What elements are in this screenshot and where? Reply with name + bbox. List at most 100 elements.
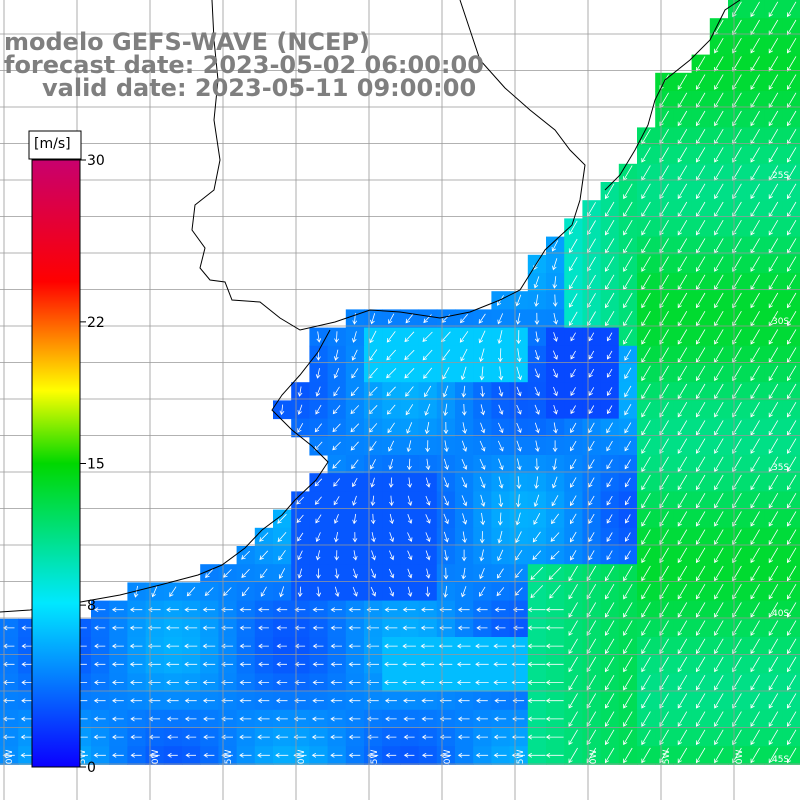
wind-arrow bbox=[151, 586, 158, 598]
wind-arrow bbox=[570, 368, 576, 378]
wind-arrow bbox=[112, 734, 124, 740]
wind-arrow bbox=[606, 495, 613, 506]
wind-arrow bbox=[457, 625, 470, 631]
wind-arrow bbox=[641, 456, 651, 473]
wind-arrow bbox=[370, 459, 376, 470]
wind-arrow bbox=[351, 331, 357, 343]
wind-arrow bbox=[641, 511, 651, 527]
wind-arrow bbox=[348, 680, 361, 685]
wind-arrow bbox=[750, 256, 760, 272]
wind-arrow bbox=[568, 256, 578, 272]
wind-arrow bbox=[587, 220, 596, 236]
wind-arrow bbox=[570, 495, 577, 507]
wind-arrow bbox=[476, 625, 488, 631]
wind-arrow bbox=[787, 56, 797, 72]
wind-arrow bbox=[241, 550, 250, 560]
wind-arrow bbox=[166, 680, 179, 685]
wind-arrow bbox=[239, 607, 252, 613]
wind-arrow bbox=[112, 716, 124, 722]
wind-arrow bbox=[443, 477, 449, 488]
wind-arrow bbox=[315, 386, 321, 397]
wind-arrow bbox=[241, 568, 250, 578]
wind-arrow bbox=[457, 698, 470, 704]
wind-arrow bbox=[624, 367, 632, 380]
wind-arrow bbox=[444, 549, 449, 562]
wind-arrow bbox=[475, 734, 488, 740]
wind-arrow bbox=[659, 401, 669, 418]
wind-arrow bbox=[223, 587, 232, 597]
wind-arrow bbox=[94, 661, 106, 667]
wind-arrow bbox=[568, 565, 578, 582]
wind-arrow bbox=[624, 349, 632, 361]
wind-arrow bbox=[129, 607, 143, 613]
wind-arrow bbox=[696, 56, 706, 72]
wind-arrow bbox=[696, 602, 706, 618]
longitude-label: 25W bbox=[662, 750, 672, 770]
wind-arrow bbox=[588, 459, 595, 470]
wind-arrow bbox=[677, 547, 688, 564]
wind-arrow bbox=[787, 656, 797, 673]
wind-arrow bbox=[407, 477, 413, 488]
wind-arrow bbox=[278, 568, 286, 579]
wind-arrow bbox=[312, 607, 324, 613]
wind-arrow bbox=[659, 456, 669, 473]
wind-arrow bbox=[545, 643, 564, 649]
wind-arrow bbox=[388, 313, 395, 324]
wind-arrow bbox=[497, 313, 504, 325]
wind-arrow bbox=[659, 583, 669, 600]
wind-arrow bbox=[568, 293, 578, 308]
wind-arrow bbox=[93, 752, 106, 758]
wind-arrow bbox=[553, 404, 558, 415]
wind-arrow bbox=[516, 348, 522, 363]
wind-arrow bbox=[588, 440, 595, 452]
wind-arrow bbox=[493, 734, 507, 740]
wind-arrow bbox=[787, 547, 797, 564]
colorbar-ramp bbox=[31, 159, 81, 768]
wind-arrow bbox=[625, 532, 631, 542]
wind-arrow bbox=[514, 549, 523, 561]
wind-arrow bbox=[297, 386, 303, 397]
wind-arrow bbox=[787, 529, 797, 545]
wind-arrow bbox=[203, 752, 215, 758]
wind-arrow bbox=[424, 385, 432, 398]
wind-arrow bbox=[568, 220, 578, 235]
wind-arrow bbox=[314, 478, 323, 487]
wind-arrow bbox=[476, 607, 488, 613]
longitude-label: 35W bbox=[516, 750, 526, 770]
wind-arrow bbox=[768, 693, 779, 709]
wind-arrow bbox=[276, 661, 287, 667]
wind-arrow bbox=[314, 441, 323, 451]
wind-arrow bbox=[203, 716, 215, 722]
wind-arrow bbox=[439, 752, 452, 758]
wind-arrow bbox=[516, 422, 522, 434]
wind-arrow bbox=[498, 386, 504, 397]
wind-arrow bbox=[94, 607, 106, 613]
wind-arrow bbox=[350, 423, 360, 433]
wind-arrow bbox=[297, 550, 303, 561]
title-valid-date: valid date: 2023-05-11 09:00:00 bbox=[42, 74, 476, 102]
wind-arrow bbox=[221, 698, 233, 704]
wind-arrow bbox=[260, 586, 267, 597]
wind-arrow bbox=[677, 474, 688, 491]
wind-arrow bbox=[714, 674, 724, 691]
wind-arrow bbox=[333, 478, 341, 487]
wind-arrow bbox=[570, 350, 576, 360]
wind-arrow bbox=[202, 643, 216, 649]
wind-arrow bbox=[279, 404, 285, 416]
wind-arrow bbox=[623, 256, 633, 272]
wind-arrow bbox=[259, 550, 269, 560]
wind-arrow bbox=[605, 711, 615, 727]
wind-arrow bbox=[570, 531, 577, 543]
wind-arrow bbox=[493, 643, 507, 649]
wind-arrow bbox=[530, 585, 544, 599]
wind-arrow bbox=[677, 693, 688, 709]
wind-arrow bbox=[184, 607, 198, 613]
wind-arrow bbox=[20, 734, 34, 740]
wind-arrow bbox=[606, 514, 613, 524]
wind-arrow bbox=[641, 729, 651, 746]
wind-arrow bbox=[677, 638, 688, 655]
wind-arrow bbox=[133, 585, 139, 598]
wind-arrow bbox=[294, 607, 306, 613]
wind-arrow bbox=[421, 734, 433, 740]
